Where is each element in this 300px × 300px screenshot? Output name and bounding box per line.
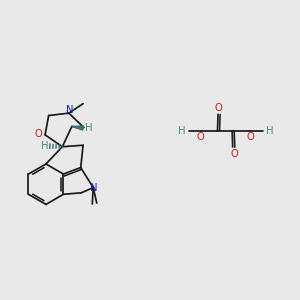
Text: H: H [266,126,273,136]
Text: O: O [214,103,222,113]
Text: N: N [66,105,73,115]
Text: H: H [41,141,48,151]
Polygon shape [72,126,83,130]
Text: O: O [231,148,239,159]
Text: O: O [35,129,42,139]
Text: H: H [85,123,92,133]
Text: O: O [246,132,254,142]
Text: H: H [178,126,186,136]
Text: N: N [90,183,98,193]
Text: O: O [197,132,205,142]
